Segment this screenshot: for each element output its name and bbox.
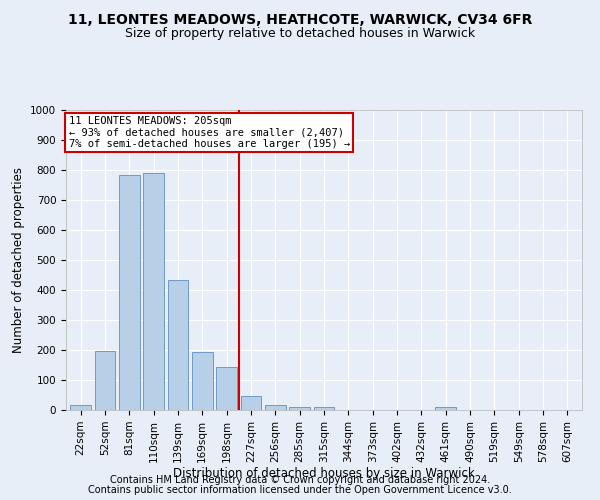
Bar <box>436 407 456 410</box>
Bar <box>95 351 115 410</box>
Bar <box>216 367 237 410</box>
Text: Contains public sector information licensed under the Open Government Licence v3: Contains public sector information licen… <box>88 485 512 495</box>
Y-axis label: Number of detached properties: Number of detached properties <box>11 167 25 353</box>
Bar <box>143 174 164 410</box>
Bar <box>167 280 188 410</box>
Text: 11, LEONTES MEADOWS, HEATHCOTE, WARWICK, CV34 6FR: 11, LEONTES MEADOWS, HEATHCOTE, WARWICK,… <box>68 12 532 26</box>
X-axis label: Distribution of detached houses by size in Warwick: Distribution of detached houses by size … <box>173 468 475 480</box>
Bar <box>119 176 140 410</box>
Bar <box>70 404 91 410</box>
Bar <box>192 352 212 410</box>
Text: Contains HM Land Registry data © Crown copyright and database right 2024.: Contains HM Land Registry data © Crown c… <box>110 475 490 485</box>
Text: 11 LEONTES MEADOWS: 205sqm
← 93% of detached houses are smaller (2,407)
7% of se: 11 LEONTES MEADOWS: 205sqm ← 93% of deta… <box>68 116 350 149</box>
Bar <box>265 405 286 410</box>
Bar <box>289 407 310 410</box>
Text: Size of property relative to detached houses in Warwick: Size of property relative to detached ho… <box>125 28 475 40</box>
Bar <box>314 407 334 410</box>
Bar <box>241 396 262 410</box>
